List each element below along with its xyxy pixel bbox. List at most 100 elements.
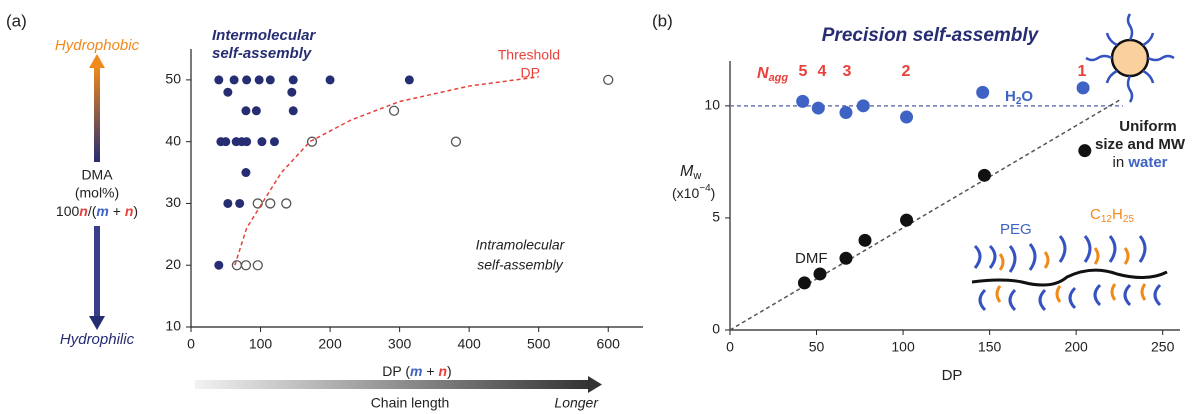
data-point <box>252 260 263 271</box>
data-point <box>265 198 276 209</box>
data-point <box>811 101 825 115</box>
x-tick-label: 250 <box>1151 339 1175 355</box>
annotation: in water <box>1112 154 1167 171</box>
data-point <box>450 136 462 147</box>
y-tick-label: 0 <box>712 321 720 337</box>
x-label: DP (m + n) <box>382 363 451 379</box>
annotation: DMF <box>795 250 828 267</box>
data-point <box>977 168 991 182</box>
annotation: C12H25 <box>1090 206 1134 225</box>
annotation: self-assembly <box>212 45 312 62</box>
arrow-label: Longer <box>554 395 599 411</box>
data-point <box>214 260 224 270</box>
top-label: Hydrophobic <box>55 37 140 54</box>
gradient-arrow <box>94 66 100 162</box>
data-point <box>223 87 233 97</box>
data-point <box>856 99 870 113</box>
arrow-head <box>89 316 105 330</box>
data-point <box>231 260 243 271</box>
annotation: self-assembly <box>477 257 564 273</box>
panel-label: (a) <box>6 11 27 30</box>
y-label: DMA <box>81 167 113 183</box>
bottom-label: Hydrophilic <box>60 331 135 348</box>
data-point <box>235 198 245 208</box>
annotation: size and MW <box>1095 136 1186 153</box>
x-tick-label: 400 <box>457 336 481 352</box>
x-tick-label: 500 <box>527 336 551 352</box>
chart-title: Precision self-assembly <box>822 25 1040 46</box>
data-point <box>839 251 853 265</box>
data-point <box>976 85 990 99</box>
nagg-value: 1 <box>1078 63 1087 80</box>
arrow-head <box>588 376 602 393</box>
data-point <box>603 74 614 86</box>
data-point <box>281 198 292 209</box>
x-tick-label: 100 <box>249 336 273 352</box>
nagg-value: 4 <box>818 63 827 80</box>
data-point <box>858 233 872 247</box>
data-point <box>241 106 251 116</box>
nagg-label: Nagg <box>757 65 788 84</box>
gradient-arrow <box>94 226 100 318</box>
data-point <box>839 106 853 120</box>
x-tick-label: 300 <box>388 336 412 352</box>
chain-illustration <box>971 235 1168 312</box>
y-unit: (x10−4) <box>672 183 715 201</box>
annotation: H2O <box>1005 88 1033 107</box>
data-point <box>288 75 298 85</box>
annotation: Intramolecular <box>476 237 566 253</box>
y-label: Mw <box>680 163 701 182</box>
data-point <box>221 137 231 147</box>
annotation: PEG <box>1000 221 1032 238</box>
data-point <box>254 75 264 85</box>
data-point <box>796 94 810 108</box>
data-point <box>241 168 251 178</box>
data-point <box>388 105 400 116</box>
data-point <box>257 137 267 147</box>
arrow-label: Chain length <box>371 395 450 411</box>
x-tick-label: 50 <box>809 339 825 355</box>
data-point <box>287 87 297 97</box>
data-point <box>265 75 275 85</box>
data-point <box>214 75 224 85</box>
gradient-arrow <box>195 380 590 389</box>
data-point <box>242 137 252 147</box>
data-point <box>900 213 914 227</box>
y-tick-label: 20 <box>165 256 181 272</box>
data-point <box>813 267 827 281</box>
nagg-value: 5 <box>799 63 808 80</box>
data-point <box>797 276 811 290</box>
x-tick-label: 600 <box>597 336 621 352</box>
y-label: (mol%) <box>75 185 119 201</box>
data-point <box>404 75 414 85</box>
annotation: Threshold <box>498 47 560 63</box>
x-tick-label: 0 <box>187 336 195 352</box>
annotation: DP <box>521 65 540 81</box>
data-point <box>242 75 252 85</box>
y-tick-label: 30 <box>165 194 181 210</box>
y-tick-label: 10 <box>704 97 720 113</box>
data-point <box>306 136 318 147</box>
data-point <box>900 110 914 124</box>
data-point <box>1078 144 1092 158</box>
data-point <box>251 106 261 116</box>
y-tick-label: 5 <box>712 209 720 225</box>
reference-line <box>729 98 1122 331</box>
nagg-value: 3 <box>843 63 852 80</box>
nagg-value: 2 <box>902 63 911 80</box>
data-point <box>1076 81 1090 95</box>
micelle-illustration <box>1085 13 1175 103</box>
data-point <box>229 75 239 85</box>
annotation: Intermolecular <box>212 27 317 44</box>
data-point <box>288 106 298 116</box>
data-point <box>269 137 279 147</box>
y-tick-label: 40 <box>165 132 181 148</box>
data-point <box>240 260 252 271</box>
data-point <box>252 198 263 209</box>
x-tick-label: 200 <box>318 336 342 352</box>
y-tick-label: 10 <box>165 318 181 334</box>
arrow-head <box>89 54 105 68</box>
x-label: DP <box>942 367 963 384</box>
y-label-formula: 100n/(m + n) <box>56 203 138 219</box>
